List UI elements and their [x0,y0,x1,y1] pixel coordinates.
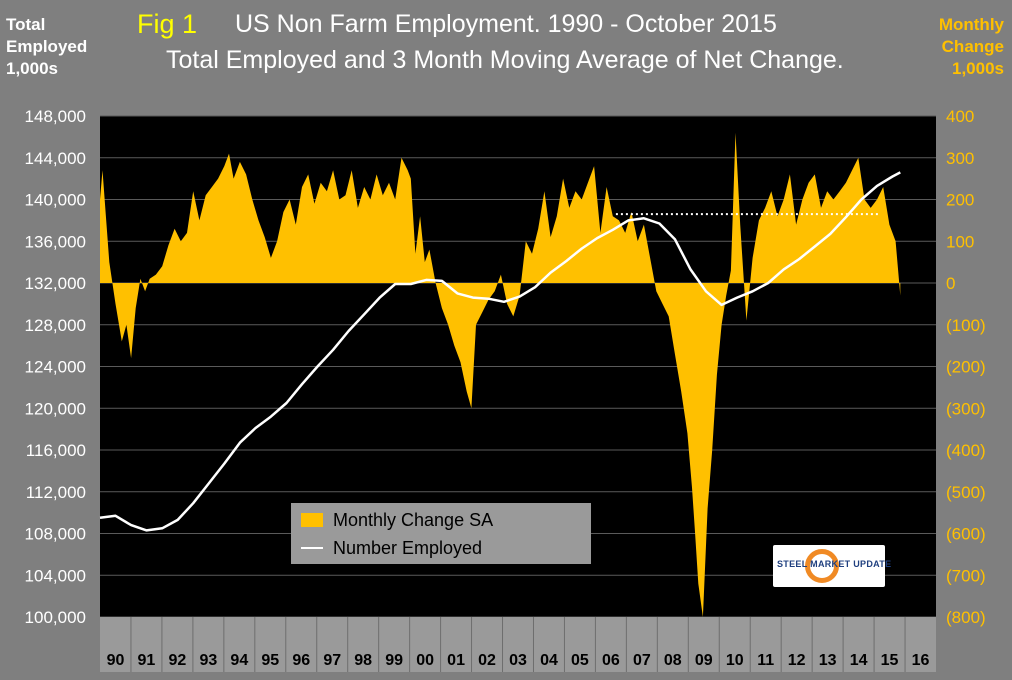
x-tick-label: 01 [447,652,465,669]
left-tick-label: 116,000 [26,441,86,460]
right-tick-label: (500) [946,483,986,502]
figure-label: Fig 1 [137,9,198,39]
right-tick-label: (400) [946,441,986,460]
right-axis-title-line: Monthly [938,15,1004,34]
x-tick-label: 10 [726,652,744,669]
x-tick-label: 04 [540,652,558,669]
x-tick-label: 99 [385,652,403,669]
chart-title: US Non Farm Employment. 1990 - October 2… [235,10,777,38]
x-tick-label: 11 [757,652,774,669]
x-tick-label: 00 [416,652,434,669]
right-tick-label: 300 [946,149,974,168]
left-tick-label: 128,000 [25,316,86,335]
x-tick-label: 13 [819,652,837,669]
logo-text: STEEL MARKET UPDATE [777,559,892,569]
right-axis-title: Monthly Change 1,000s [939,14,1004,80]
x-tick-label: 09 [695,652,713,669]
x-tick-label: 96 [292,652,310,669]
right-tick-label: 400 [946,107,974,126]
x-tick-label: 16 [912,652,930,669]
left-tick-label: 140,000 [25,191,86,210]
x-tick-label: 93 [199,652,217,669]
x-tick-label: 14 [850,652,868,669]
right-tick-label: (800) [946,608,986,627]
right-tick-label: (600) [946,525,986,544]
x-tick-label: 95 [261,652,279,669]
left-tick-label: 144,000 [25,149,86,168]
x-tick-label: 94 [230,652,248,669]
left-axis-title-line: Total [6,15,46,34]
left-axis-title: Total Employed 1,000s [6,14,87,80]
number-employed-line [99,171,901,532]
legend-swatch-bars [301,513,323,527]
right-tick-label: (100) [946,316,986,335]
left-axis-title-line: Employed [6,37,88,56]
x-tick-label: 12 [788,652,806,669]
left-tick-label: 136,000 [25,232,86,251]
x-tick-label: 02 [478,652,496,669]
right-tick-label: (300) [946,399,986,418]
legend-label: Monthly Change SA [333,509,494,530]
left-tick-label: 100,000 [25,608,86,627]
legend-swatch-line [301,547,323,549]
right-tick-label: 0 [946,274,955,293]
x-tick-label: 07 [633,652,651,669]
left-tick-label: 124,000 [25,358,86,377]
x-tick-label: 92 [169,652,187,669]
legend-item-number-employed: Number Employed [301,535,482,561]
x-tick-label: 05 [571,652,589,669]
x-tick-label: 98 [354,652,372,669]
right-tick-label: 100 [946,232,974,251]
steel-market-update-logo: STEEL MARKET UPDATE [773,545,891,587]
x-tick-label: 97 [323,652,341,669]
right-axis-title-line: Change [941,37,1004,56]
legend-label: Number Employed [333,537,483,558]
x-tick-label: 08 [664,652,682,669]
left-tick-label: 112,000 [26,483,86,502]
right-tick-label: (700) [946,566,986,585]
chart-legend: Monthly Change SA Number Employed [291,503,591,564]
logo-ring-icon [805,549,839,583]
chart-subtitle: Total Employed and 3 Month Moving Averag… [166,46,844,74]
left-tick-label: 108,000 [25,525,86,544]
left-tick-label: 120,000 [25,399,86,418]
x-tick-label: 06 [602,652,620,669]
x-tick-label: 91 [138,652,156,669]
legend-item-monthly-change: Monthly Change SA [301,507,493,533]
x-tick-label: 15 [881,652,899,669]
monthly-change-area [100,132,901,617]
left-tick-label: 132,000 [25,274,86,293]
x-tick-label: 03 [509,652,527,669]
left-axis-title-line: 1,000s [6,59,58,78]
left-tick-label: 148,000 [25,107,86,126]
x-axis-band [100,617,936,672]
x-tick-label: 90 [107,652,125,669]
right-tick-label: 200 [946,191,974,210]
right-tick-label: (200) [946,358,986,377]
left-tick-label: 104,000 [25,566,86,585]
right-axis-title-line: 1,000s [952,59,1004,78]
